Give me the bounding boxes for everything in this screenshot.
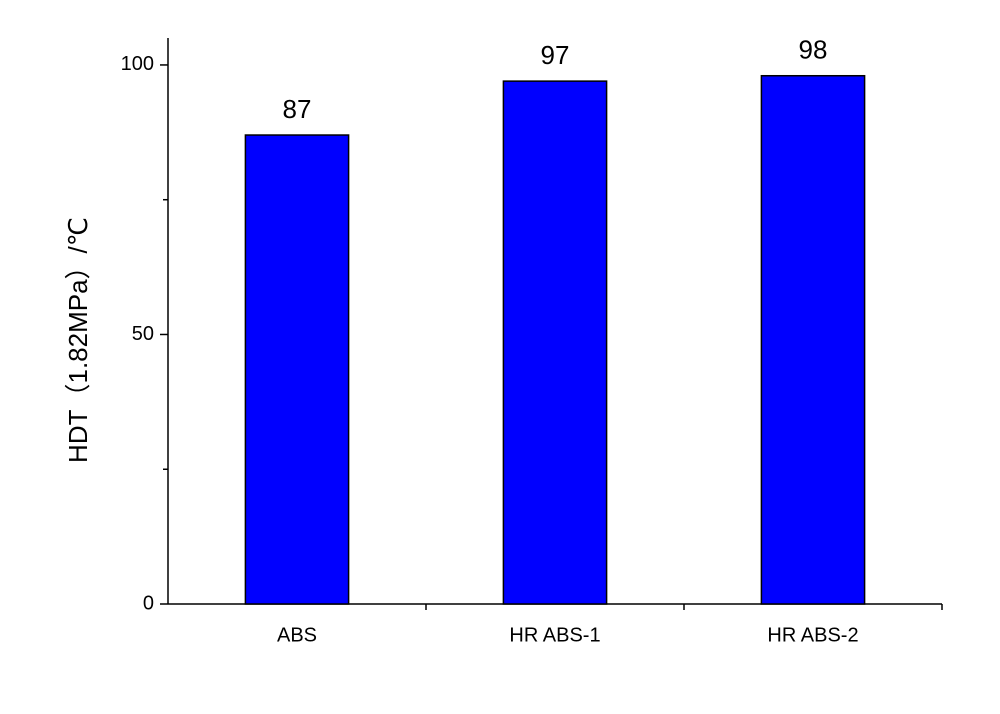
y-tick-label: 50: [132, 323, 154, 345]
y-tick-label: 0: [143, 592, 154, 614]
bar: [502, 80, 608, 605]
bar: [760, 74, 866, 605]
x-tick-label: ABS: [277, 624, 317, 646]
x-tick-label: HR ABS-1: [509, 624, 600, 646]
value-label: 97: [541, 40, 570, 70]
value-label: 98: [799, 35, 828, 65]
y-axis-label: HDT（1.82MPa）/℃: [63, 217, 93, 463]
y-tick-label: 100: [121, 53, 154, 75]
value-label: 87: [283, 94, 312, 124]
bar: [244, 134, 350, 605]
x-tick-label: HR ABS-2: [767, 624, 858, 646]
